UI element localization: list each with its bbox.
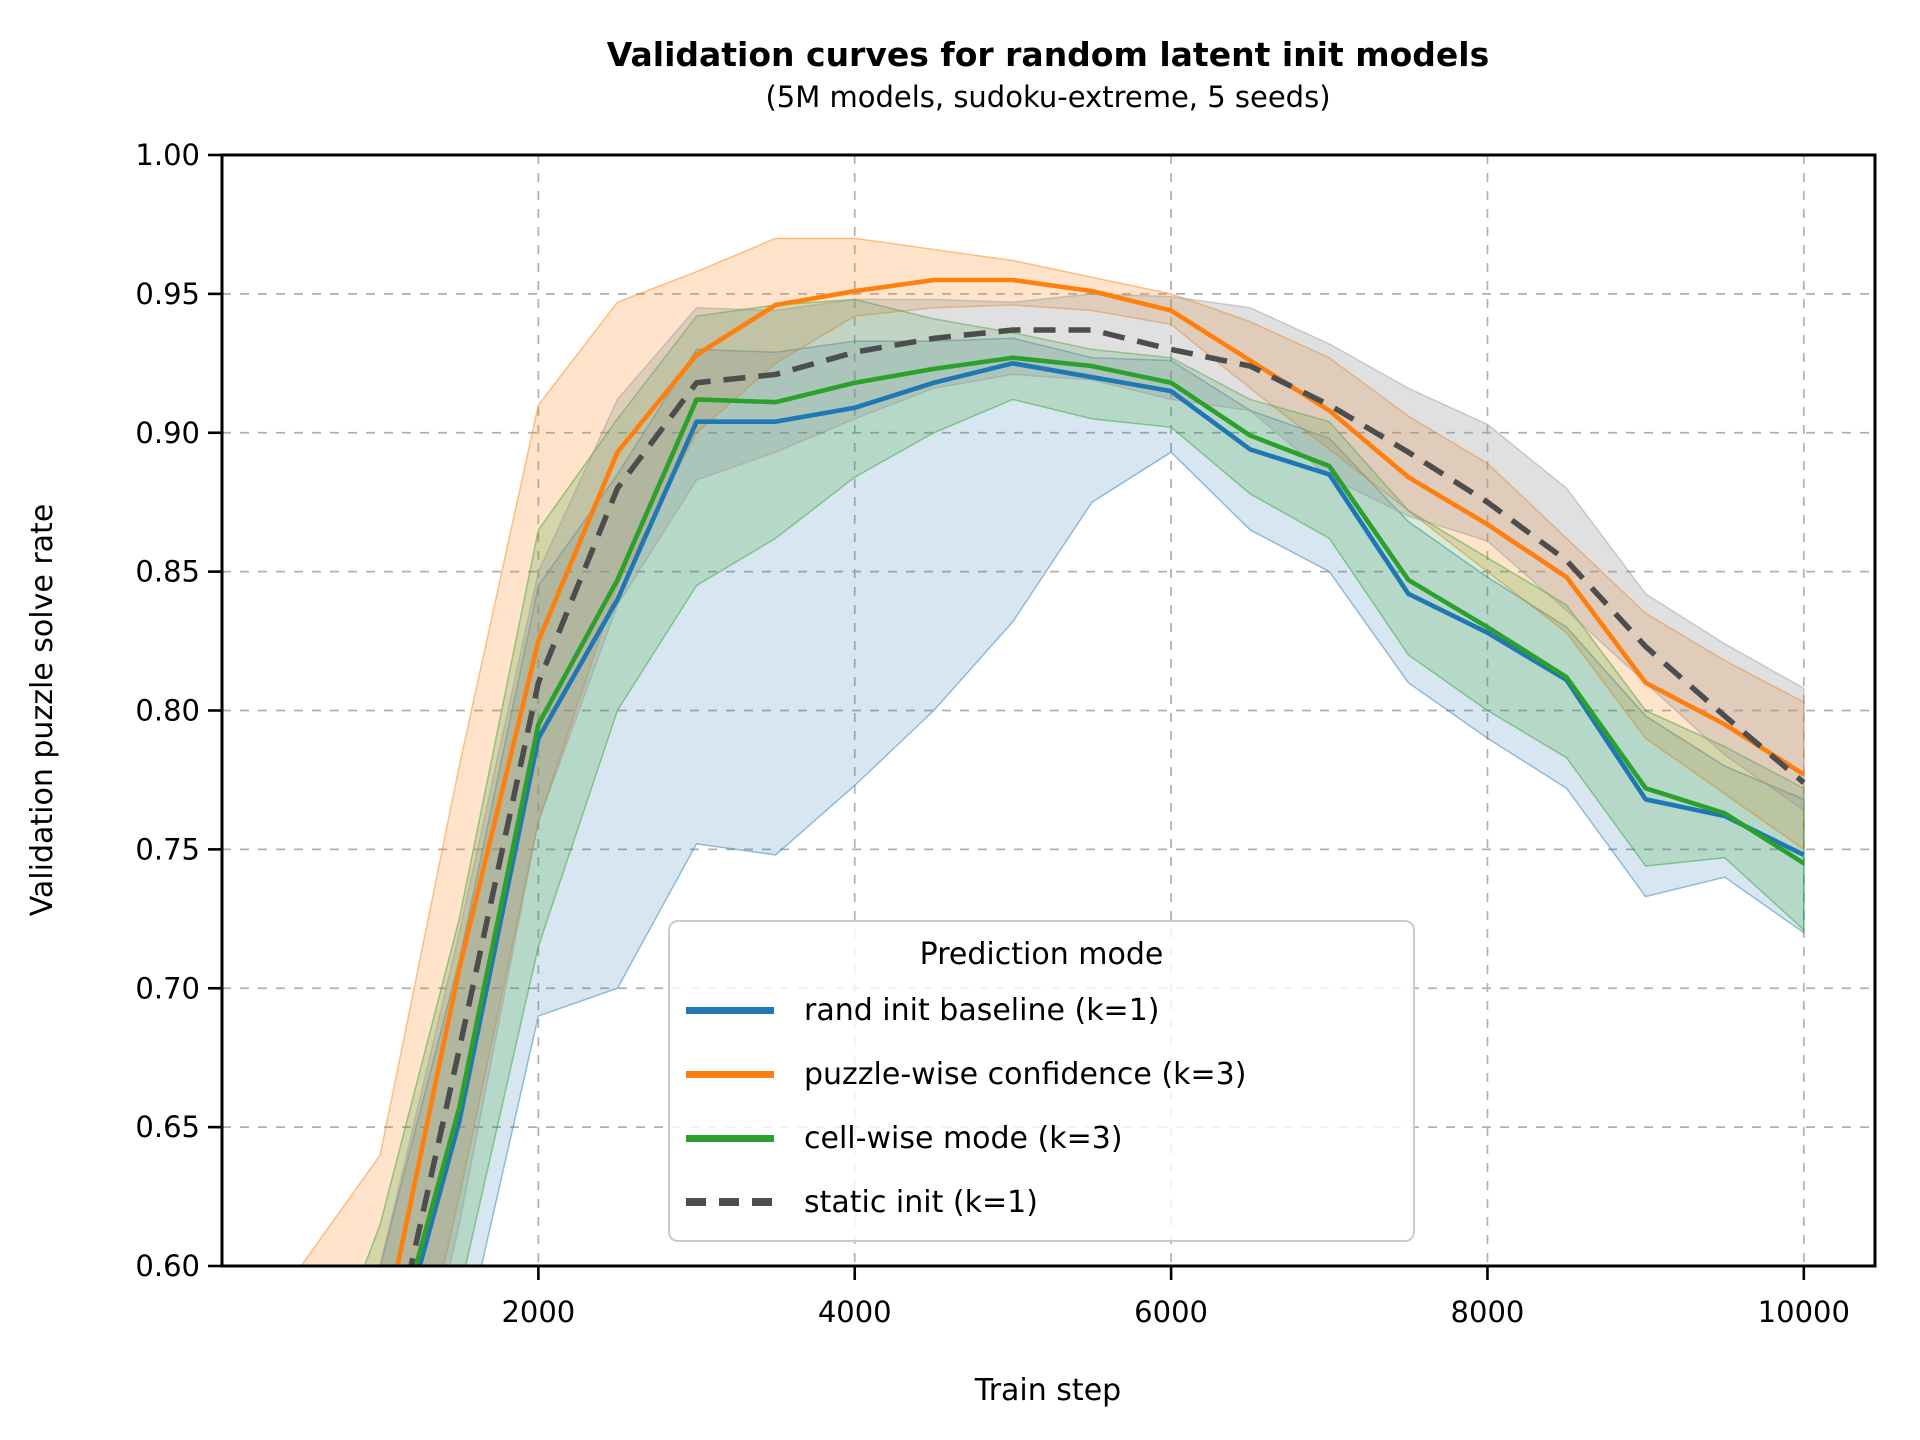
band-rand-init-baseline-k-1- <box>379 337 1805 1266</box>
legend-entry-label: static init (k=1) <box>804 1184 1038 1220</box>
legend-entry-label: rand init baseline (k=1) <box>804 992 1160 1028</box>
line-cell-wise-mode-k-3- <box>413 355 1806 1266</box>
y-tick-label-0.65: 0.65 <box>135 1110 200 1144</box>
band-static-init-k-1- <box>379 293 1805 1266</box>
legend-line-sample-green <box>686 1134 774 1142</box>
y-tick-label-0.95: 0.95 <box>135 277 200 311</box>
band-cell-wise-mode-k-3- <box>363 298 1805 1266</box>
legend-entry-cell-wise-mode: cell-wise mode (k=3) <box>670 1106 1413 1170</box>
y-tick-label-0.80: 0.80 <box>135 694 200 728</box>
confidence-bands <box>300 237 1805 1266</box>
x-tick-label-10000: 10000 <box>1758 1295 1850 1329</box>
legend-line-sample-dashed-gray <box>686 1198 774 1206</box>
line-static-init-k-1- <box>408 327 1806 1266</box>
legend-entry-puzzle-wise-confidence: puzzle-wise confidence (k=3) <box>670 1042 1413 1106</box>
legend-entry-label: puzzle-wise confidence (k=3) <box>804 1056 1247 1092</box>
legend: Prediction mode rand init baseline (k=1)… <box>668 920 1415 1242</box>
x-axis-label: Train step <box>974 1373 1121 1408</box>
tick-labels: 2000 4000 6000 8000 10000 1.00 0.95 0.90 0.85 0.8… <box>135 138 1850 1329</box>
tick-marks <box>208 153 1806 1280</box>
legend-entry-label: cell-wise mode (k=3) <box>804 1120 1123 1156</box>
y-tick-label-0.70: 0.70 <box>135 971 200 1005</box>
y-tick-label-1.00: 1.00 <box>135 138 200 172</box>
chart-title: Validation curves for random latent init… <box>607 35 1490 74</box>
y-tick-label-0.90: 0.90 <box>135 416 200 450</box>
legend-line-sample-orange <box>686 1070 774 1078</box>
y-tick-label-0.75: 0.75 <box>135 832 200 866</box>
x-tick-label-2000: 2000 <box>501 1295 575 1329</box>
legend-entry-rand-init-baseline: rand init baseline (k=1) <box>670 978 1413 1042</box>
x-tick-label-6000: 6000 <box>1134 1295 1208 1329</box>
line-rand-init-baseline-k-1- <box>417 361 1805 1266</box>
legend-entry-static-init: static init (k=1) <box>670 1170 1413 1234</box>
line-puzzle-wise-confidence-k-3- <box>395 277 1806 1266</box>
y-tick-label-0.60: 0.60 <box>135 1249 200 1283</box>
series-lines <box>395 277 1806 1266</box>
legend-line-sample-blue <box>686 1006 774 1014</box>
legend-title: Prediction mode <box>919 937 1164 972</box>
x-tick-label-4000: 4000 <box>818 1295 892 1329</box>
chart-subtitle: (5M models, sudoku-extreme, 5 seeds) <box>765 80 1330 114</box>
y-axis-label: Validation puzzle solve rate <box>25 504 60 917</box>
y-tick-label-0.85: 0.85 <box>135 555 200 589</box>
band-puzzle-wise-confidence-k-3- <box>300 237 1805 1266</box>
x-tick-label-8000: 8000 <box>1451 1295 1525 1329</box>
